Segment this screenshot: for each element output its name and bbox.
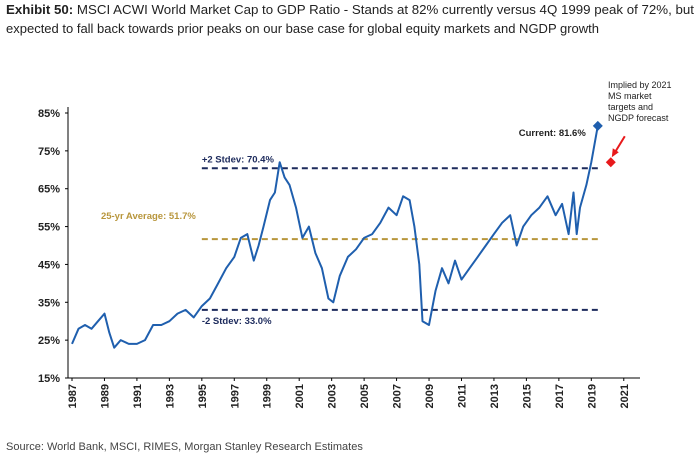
forecast-label: Implied by 2021 [608, 80, 672, 90]
y-tick-label: 45% [38, 259, 60, 271]
reference-label: -2 Stdev: 33.0% [202, 316, 272, 327]
x-tick-label: 2017 [554, 384, 566, 408]
x-tick-label: 2021 [619, 384, 631, 408]
x-tick-label: 2005 [359, 384, 371, 408]
x-tick-label: 2015 [521, 384, 533, 408]
x-tick-label: 1991 [132, 384, 144, 408]
forecast-label: NGDP forecast [608, 113, 669, 123]
x-tick-label: 1999 [262, 384, 274, 408]
x-tick-label: 2009 [424, 384, 436, 408]
x-tick-label: 2013 [489, 384, 501, 408]
y-tick-label: 35% [38, 297, 60, 309]
exhibit-label: Exhibit 50: [6, 2, 73, 17]
x-tick-label: 2003 [327, 384, 339, 408]
title-line: expected to fall back towards prior peak… [6, 21, 599, 36]
current-label: Current: 81.6% [519, 128, 587, 139]
y-tick-label: 15% [38, 373, 60, 385]
forecast-label: targets and [608, 102, 653, 112]
chart-title: Exhibit 50: MSCI ACWI World Market Cap t… [6, 2, 694, 17]
x-tick-label: 1997 [229, 384, 241, 408]
source: Source: World Bank, MSCI, RIMES, Morgan … [6, 441, 363, 453]
reference-label: +2 Stdev: 70.4% [202, 154, 275, 165]
y-tick-label: 75% [38, 146, 60, 158]
y-tick-label: 85% [38, 108, 60, 120]
x-tick-label: 2001 [294, 384, 306, 408]
forecast-arrowhead [611, 148, 619, 158]
x-tick-label: 2019 [586, 384, 598, 408]
reference-label: 25-yr Average: 51.7% [101, 211, 196, 222]
x-tick-label: 2007 [392, 384, 404, 408]
series-line [71, 125, 599, 349]
x-tick-label: 1995 [197, 384, 209, 408]
x-tick-label: 1987 [67, 384, 79, 408]
x-tick-label: 2011 [456, 384, 468, 408]
y-tick-label: 25% [38, 335, 60, 347]
y-tick-label: 55% [38, 222, 60, 234]
y-tick-label: 65% [38, 184, 60, 196]
current-marker [592, 120, 603, 131]
forecast-label: MS market [608, 91, 652, 101]
x-tick-label: 1993 [164, 384, 176, 408]
title-line: MSCI ACWI World Market Cap to GDP Ratio … [77, 2, 694, 17]
forecast-marker [605, 157, 616, 168]
x-tick-label: 1989 [99, 384, 111, 408]
